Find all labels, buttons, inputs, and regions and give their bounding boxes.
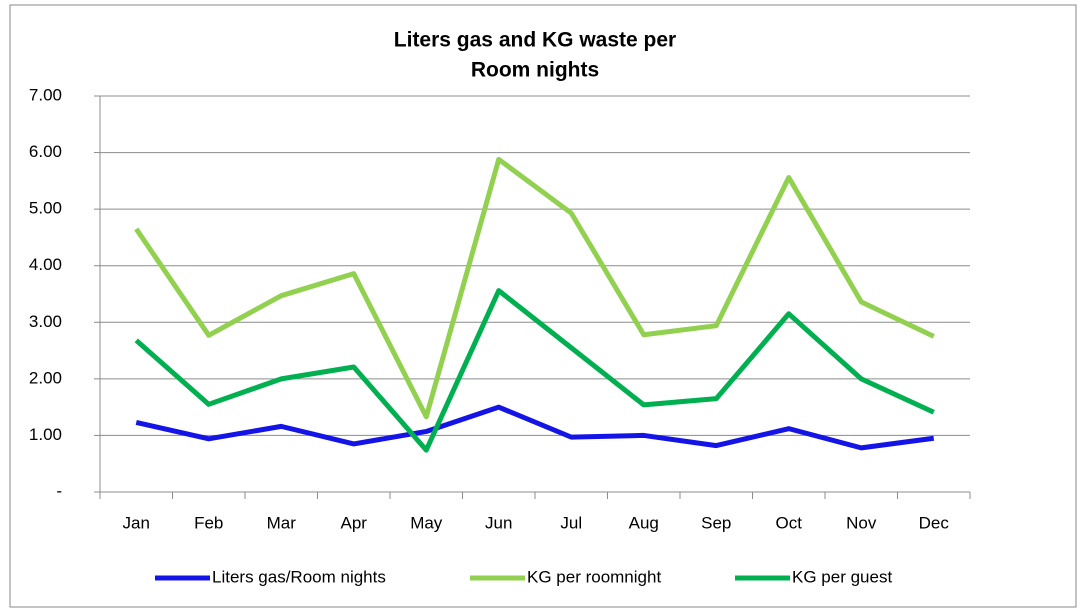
- legend-label: KG per guest: [792, 567, 892, 586]
- x-tick-label: Dec: [919, 513, 950, 532]
- chart-title: Room nights: [471, 59, 599, 82]
- series-line: [135, 404, 935, 451]
- x-tick-label: Jan: [123, 513, 150, 532]
- y-tick-label: 1.00: [29, 425, 62, 444]
- x-tick-label: Feb: [194, 513, 223, 532]
- y-tick-label: 6.00: [29, 142, 62, 161]
- y-tick-label: -: [56, 481, 62, 500]
- chart-frame: [9, 4, 1077, 608]
- x-tick-label: Jun: [485, 513, 512, 532]
- y-tick-label: 7.00: [29, 85, 62, 104]
- y-tick-label: 2.00: [29, 368, 62, 387]
- series-line: [134, 156, 935, 420]
- chart-title: Liters gas and KG waste per: [394, 29, 676, 52]
- x-tick-label: Sep: [701, 513, 731, 532]
- x-tick-label: Mar: [267, 513, 297, 532]
- legend-label: Liters gas/Room nights: [212, 567, 386, 586]
- x-tick-label: Jul: [560, 513, 582, 532]
- x-tick-label: Aug: [629, 513, 659, 532]
- y-tick-label: 3.00: [29, 312, 62, 331]
- x-tick-label: Oct: [776, 513, 803, 532]
- y-tick-label: 4.00: [29, 255, 62, 274]
- series-line: [134, 288, 935, 453]
- x-tick-label: Apr: [341, 513, 368, 532]
- x-tick-label: Nov: [846, 513, 877, 532]
- legend-label: KG per roomnight: [527, 567, 661, 586]
- x-tick-label: May: [410, 513, 443, 532]
- y-tick-label: 5.00: [29, 199, 62, 218]
